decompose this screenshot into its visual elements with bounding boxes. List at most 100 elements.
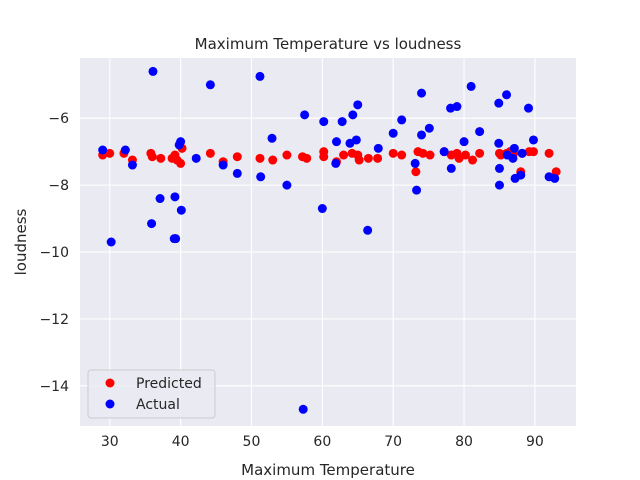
legend-marker-actual [105,399,115,409]
point-predicted [388,148,398,158]
point-actual [459,137,469,147]
point-actual [388,128,398,138]
point-actual [255,71,265,81]
point-actual [424,123,434,133]
series-layer [98,66,561,414]
point-actual [218,160,228,170]
point-actual [170,192,180,202]
point-actual [171,234,181,244]
point-actual [452,102,462,112]
point-actual [147,219,157,229]
point-actual [373,143,383,153]
point-actual [475,127,485,137]
legend-label-actual: Actual [136,397,180,413]
x-tick-label: 80 [455,434,473,450]
point-predicted [282,150,292,160]
x-axis-label: Maximum Temperature [241,461,415,479]
point-predicted [255,153,265,163]
point-actual [508,153,518,163]
point-predicted [551,167,561,177]
y-tick-label: −14 [39,379,69,395]
legend: Predicted Actual [87,369,216,419]
point-actual [298,404,308,414]
point-actual [516,170,526,180]
point-predicted [363,153,373,163]
point-predicted [373,153,383,163]
x-tick-label: 50 [243,434,261,450]
y-axis-label: loudness [12,208,30,275]
legend-box [87,369,216,419]
plot-area [80,58,576,426]
point-actual [300,110,310,120]
point-actual [502,90,512,100]
point-predicted [302,153,312,163]
point-predicted [468,155,478,165]
point-actual [191,153,201,163]
point-predicted [319,152,329,162]
y-tick-label: −6 [48,111,69,127]
point-predicted [425,150,435,160]
point-predicted [528,147,538,157]
point-predicted [232,152,242,162]
x-tick-label: 70 [384,434,402,450]
point-actual [550,173,560,183]
point-actual [98,145,108,155]
point-actual [524,103,534,113]
x-axis-ticks: 30 40 50 60 70 80 90 [101,434,544,450]
point-actual [148,66,158,76]
point-predicted [268,155,278,165]
point-actual [494,163,504,173]
y-tick-label: −10 [39,245,69,261]
point-actual [509,143,519,153]
point-actual [337,117,347,127]
x-tick-label: 30 [101,434,119,450]
x-tick-label: 90 [526,434,544,450]
point-predicted [544,148,554,158]
point-actual [363,225,373,235]
point-actual [348,110,358,120]
point-actual [494,180,504,190]
point-actual [528,135,538,145]
point-actual [282,180,292,190]
point-actual [317,204,327,214]
x-tick-label: 40 [172,434,190,450]
point-actual [397,115,407,125]
y-tick-label: −12 [39,312,69,328]
y-tick-label: −8 [48,178,69,194]
point-predicted [354,155,364,165]
point-actual [353,100,363,110]
series-actual [98,66,560,414]
point-predicted [411,167,421,177]
point-predicted [156,153,166,163]
point-actual [417,130,427,140]
point-predicted [397,150,407,160]
x-tick-label: 60 [313,434,331,450]
chart-title: Maximum Temperature vs loudness [195,35,462,53]
point-actual [120,145,130,155]
point-predicted [418,148,428,158]
point-actual [267,133,277,143]
point-predicted [105,148,115,158]
legend-marker-predicted [105,378,115,388]
point-actual [517,148,527,158]
point-actual [332,137,342,147]
point-actual [176,205,186,215]
point-predicted [176,158,186,168]
point-actual [439,147,449,157]
point-actual [205,80,215,90]
point-actual [176,137,186,147]
y-axis-ticks: −14 −12 −10 −8 −6 [39,111,69,395]
point-predicted [339,150,349,160]
point-predicted [460,150,470,160]
point-actual [106,237,116,247]
point-actual [494,98,504,108]
point-actual [155,194,165,204]
series-predicted [98,143,561,177]
point-predicted [205,148,215,158]
point-actual [319,117,329,127]
point-actual [410,158,420,168]
point-actual [494,138,504,148]
point-actual [446,163,456,173]
point-actual [331,158,341,168]
